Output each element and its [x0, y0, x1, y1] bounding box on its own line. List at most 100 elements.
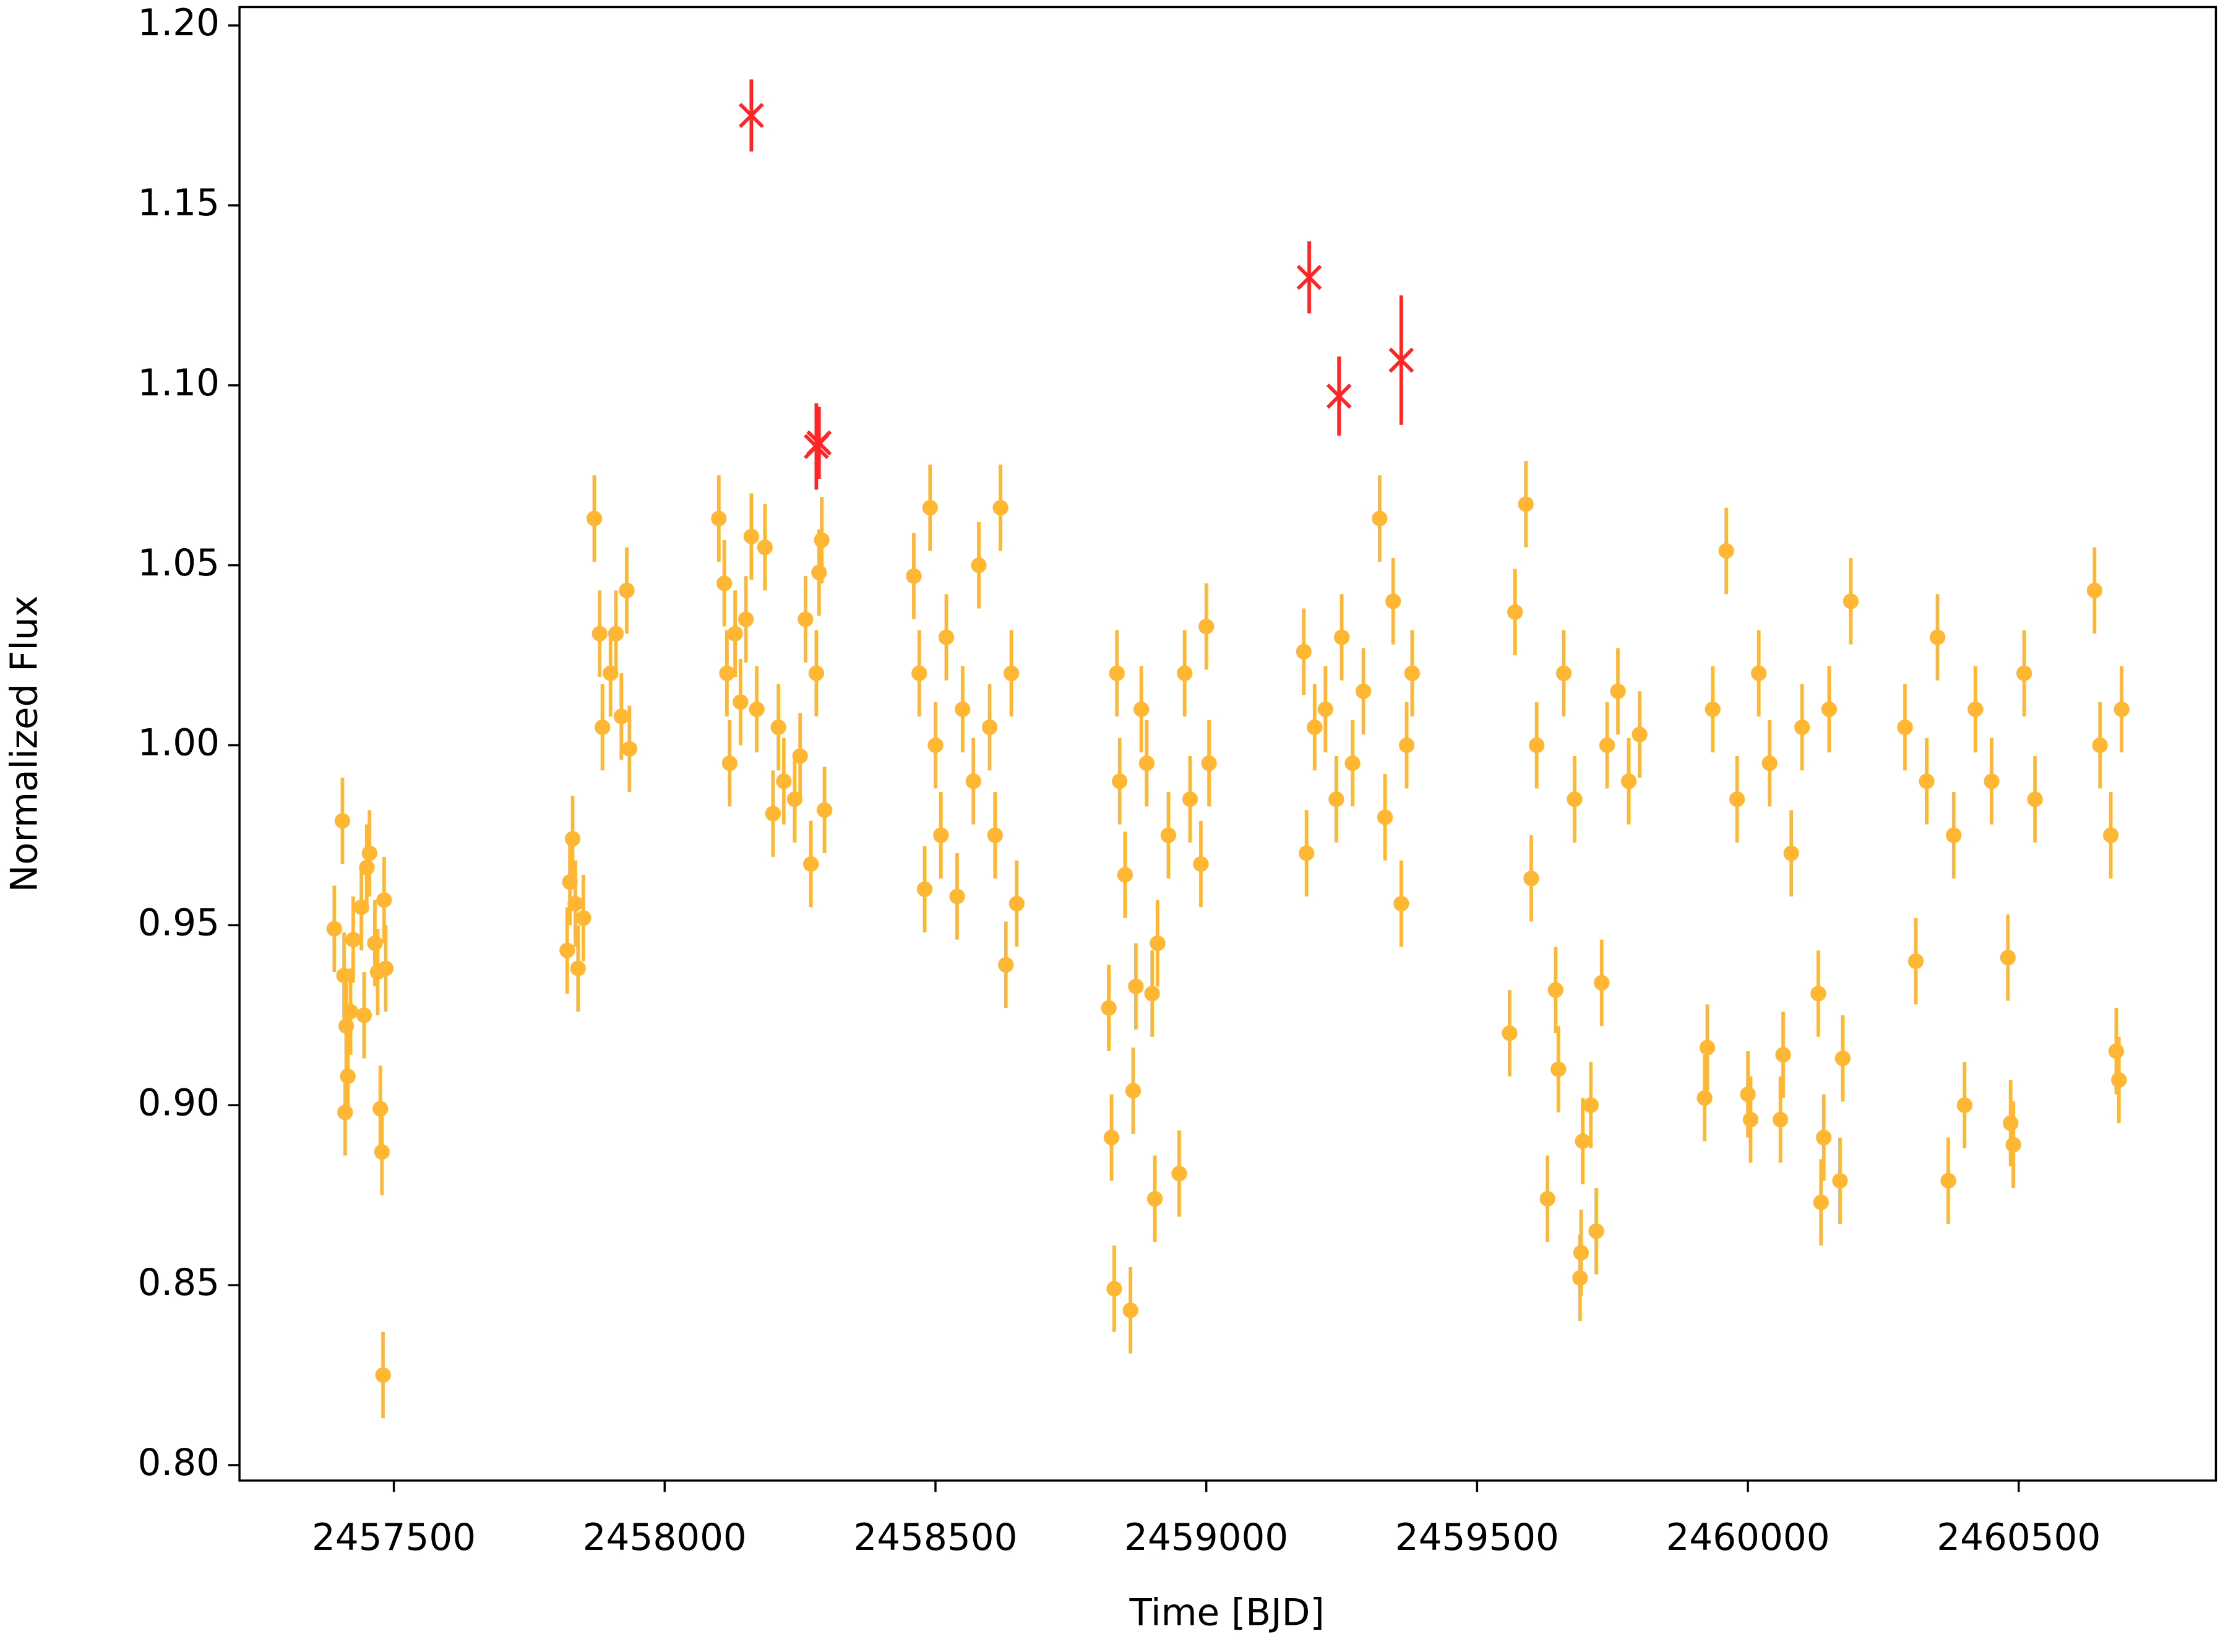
point	[1705, 701, 1721, 717]
point	[1897, 719, 1913, 736]
point	[776, 773, 792, 789]
point	[992, 499, 1008, 516]
point	[1575, 1133, 1591, 1149]
x-tick-label: 2460500	[1937, 1516, 2100, 1559]
point	[1751, 665, 1767, 681]
point	[1103, 1129, 1120, 1146]
point	[1198, 618, 1215, 635]
point	[2113, 701, 2130, 717]
point	[922, 499, 938, 516]
y-tick-label: 1.20	[138, 2, 220, 45]
point	[938, 629, 955, 645]
point	[2092, 737, 2108, 754]
point	[792, 748, 808, 764]
point	[1594, 974, 1610, 991]
x-axis-label: Time [BJD]	[1129, 1592, 1325, 1635]
point	[1729, 791, 1745, 807]
x-tick-label: 2458500	[853, 1516, 1017, 1559]
point	[711, 510, 727, 527]
point	[1810, 986, 1826, 1002]
point	[564, 831, 581, 847]
point	[808, 665, 824, 681]
point	[757, 539, 773, 556]
point	[721, 755, 737, 772]
point	[570, 960, 586, 976]
point	[2000, 950, 2016, 966]
point	[816, 802, 833, 818]
point	[803, 856, 819, 872]
point	[1507, 604, 1523, 620]
point	[1502, 1025, 1518, 1041]
point	[1583, 1097, 1599, 1113]
point	[1296, 264, 1322, 290]
point	[1816, 1129, 1832, 1146]
point	[1984, 773, 2000, 789]
point	[1171, 1166, 1187, 1182]
y-tick-label: 1.00	[138, 722, 220, 765]
point	[739, 103, 764, 128]
point	[1372, 510, 1388, 527]
point	[1610, 683, 1626, 699]
point	[1317, 701, 1333, 717]
point	[1696, 1090, 1713, 1106]
point	[1177, 665, 1193, 681]
point	[1112, 773, 1128, 789]
point	[575, 910, 591, 926]
point	[933, 827, 949, 843]
point	[806, 430, 832, 456]
point	[1967, 701, 1984, 717]
y-tick-label: 0.80	[138, 1442, 220, 1484]
point	[1946, 827, 1962, 843]
point	[1699, 1039, 1716, 1056]
point	[1128, 978, 1144, 994]
point	[949, 888, 965, 905]
point	[811, 564, 827, 580]
point	[955, 701, 971, 717]
point	[1573, 1245, 1589, 1261]
point	[613, 708, 629, 725]
point	[1794, 719, 1810, 736]
point	[1761, 755, 1778, 772]
point	[798, 611, 814, 627]
point	[1182, 791, 1198, 807]
x-tick-label: 2458000	[583, 1516, 747, 1559]
point	[2005, 1137, 2021, 1153]
point	[619, 582, 635, 598]
series	[326, 460, 2130, 1419]
y-tick-label: 1.05	[138, 542, 220, 585]
point	[1821, 701, 1838, 717]
point	[1398, 737, 1415, 754]
point	[927, 737, 944, 754]
x-tick-label: 2460000	[1666, 1516, 1830, 1559]
point	[1529, 737, 1545, 754]
point	[733, 694, 749, 710]
point	[1740, 1086, 1756, 1103]
point	[376, 892, 392, 908]
point	[2111, 1072, 2127, 1088]
point	[749, 701, 765, 717]
point	[2027, 791, 2043, 807]
y-tick-label: 0.95	[138, 901, 220, 944]
point	[1832, 1172, 1848, 1189]
point	[326, 921, 342, 937]
point	[1326, 383, 1352, 409]
point	[916, 881, 933, 897]
x-tick-label: 2457500	[312, 1516, 476, 1559]
point	[361, 845, 377, 861]
point	[1138, 755, 1154, 772]
point	[906, 568, 922, 584]
y-tick-label: 1.15	[138, 182, 220, 225]
point	[1385, 593, 1401, 609]
point	[342, 1004, 359, 1020]
point	[1404, 665, 1420, 681]
point	[1599, 737, 1615, 754]
point	[1550, 1061, 1567, 1077]
point	[1632, 726, 1648, 742]
point	[1834, 1050, 1851, 1067]
y-axis-label: Normalized Flux	[4, 595, 46, 892]
point	[359, 859, 375, 875]
point	[987, 827, 1003, 843]
point	[1193, 856, 1209, 872]
